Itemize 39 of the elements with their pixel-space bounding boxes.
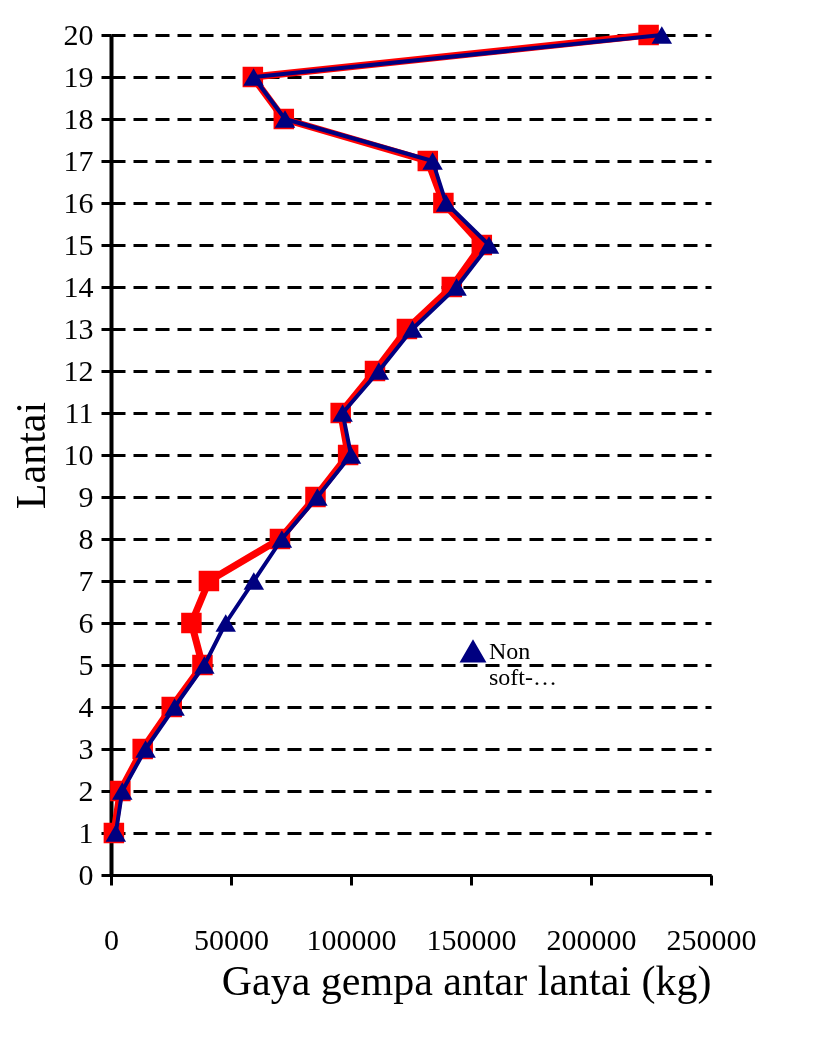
y-tick-label: 6 <box>78 605 94 639</box>
y-tick-label: 11 <box>64 395 94 429</box>
x-tick-label: 250000 <box>666 922 757 956</box>
y-tick-label: 0 <box>78 857 94 891</box>
point <box>198 570 220 592</box>
y-tick-label: 10 <box>63 437 94 471</box>
y-tick-label: 5 <box>78 647 94 681</box>
point <box>651 26 673 44</box>
y-tick-label: 15 <box>63 227 94 261</box>
y-tick-label: 18 <box>63 101 94 135</box>
point <box>478 236 500 254</box>
point <box>402 320 423 338</box>
x-axis-title: Gaya gempa antar lantai (kg) <box>221 957 712 1005</box>
point <box>243 572 265 590</box>
legend-label: Non soft-… <box>489 637 557 690</box>
y-tick-label: 19 <box>63 59 94 93</box>
point <box>181 612 202 634</box>
y-tick-label: 17 <box>63 143 94 177</box>
y-tick-label: 3 <box>78 731 94 765</box>
x-tick-label: 50000 <box>194 922 269 956</box>
y-axis-title: Lantai <box>7 401 54 510</box>
x-tick-label: 200000 <box>546 922 637 956</box>
y-tick-label: 16 <box>63 185 94 219</box>
x-tick-label: 0 <box>104 922 119 956</box>
y-tick-label: 7 <box>78 563 94 597</box>
y-tick-label: 13 <box>63 311 94 345</box>
y-tick-label: 14 <box>63 269 94 303</box>
y-tick-label: 8 <box>78 521 94 555</box>
y-tick-label: 2 <box>78 773 94 807</box>
point <box>422 152 443 170</box>
y-tick-label: 4 <box>78 689 94 723</box>
point <box>446 278 467 296</box>
x-tick-label: 100000 <box>306 922 397 956</box>
x-tick-label: 150000 <box>426 922 517 956</box>
y-tick-label: 9 <box>78 479 94 513</box>
y-tick-label: 12 <box>63 353 94 387</box>
point <box>215 614 236 632</box>
y-tick-label: 20 <box>63 17 94 51</box>
y-tick-label: 1 <box>78 815 94 849</box>
